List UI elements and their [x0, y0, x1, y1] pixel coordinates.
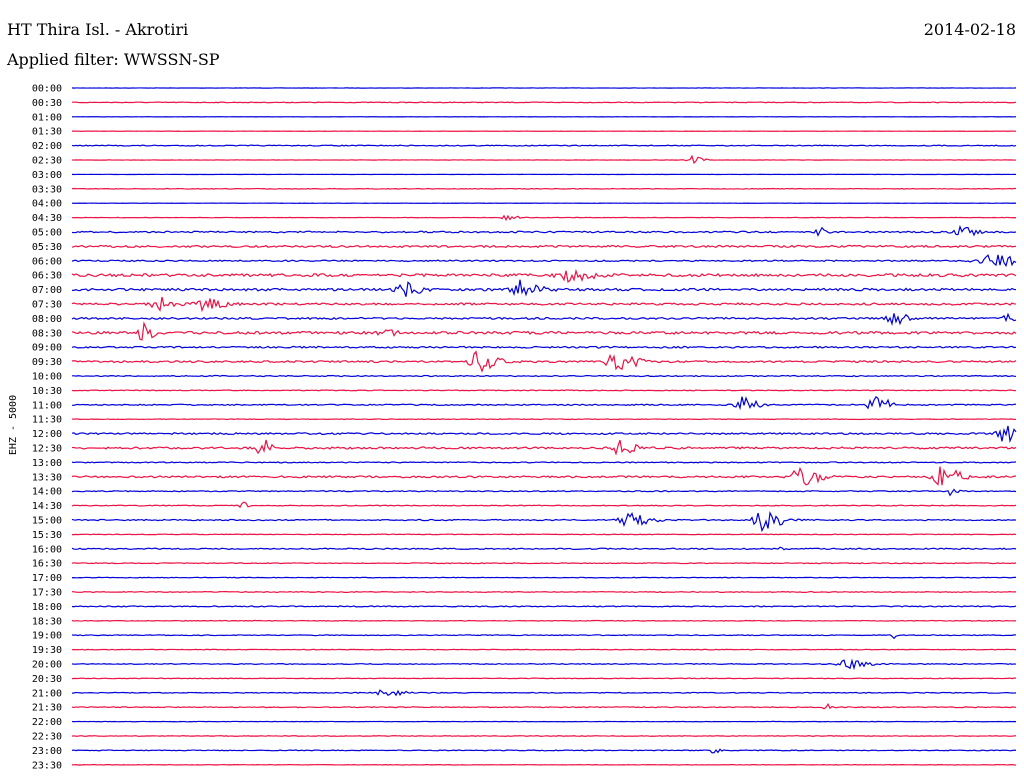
time-label: 15:00 — [32, 516, 62, 527]
time-label: 12:30 — [32, 444, 62, 455]
trace-1830 — [71, 619, 1017, 622]
time-label: 07:30 — [32, 300, 62, 311]
time-label: 16:00 — [32, 544, 62, 555]
time-label: 02:00 — [32, 141, 62, 152]
trace-0530 — [71, 244, 1017, 249]
time-label: 21:30 — [32, 703, 62, 714]
time-label: 18:30 — [32, 616, 62, 627]
trace-1630 — [71, 562, 1017, 565]
trace-0500 — [71, 224, 1017, 237]
trace-1300 — [71, 461, 1017, 464]
trace-0230 — [71, 154, 1017, 165]
time-label: 18:00 — [32, 602, 62, 613]
trace-0600 — [71, 254, 1017, 268]
trace-1400 — [71, 488, 1017, 497]
time-label: 10:30 — [32, 386, 62, 397]
time-label: 20:30 — [32, 674, 62, 685]
time-label: 08:30 — [32, 328, 62, 339]
time-label: 16:30 — [32, 559, 62, 570]
trace-1530 — [71, 533, 1017, 536]
time-label: 02:30 — [32, 156, 62, 167]
time-label: 23:00 — [32, 746, 62, 757]
trace-1930 — [71, 648, 1017, 651]
time-label: 10:00 — [32, 372, 62, 383]
time-label: 04:00 — [32, 199, 62, 210]
trace-0200 — [71, 144, 1017, 147]
trace-1200 — [71, 425, 1017, 444]
trace-1430 — [71, 501, 1017, 509]
trace-1230 — [71, 439, 1017, 456]
time-label: 03:00 — [32, 170, 62, 181]
trace-1330 — [71, 466, 1017, 486]
trace-1130 — [71, 418, 1017, 421]
trace-1600 — [71, 546, 1017, 551]
time-label: 17:00 — [32, 573, 62, 584]
time-label: 03:30 — [32, 184, 62, 195]
time-label: 06:00 — [32, 256, 62, 267]
trace-0900 — [71, 345, 1017, 349]
trace-0430 — [71, 214, 1017, 222]
trace-0630 — [71, 268, 1017, 283]
trace-1800 — [71, 605, 1017, 608]
time-label: 06:30 — [32, 271, 62, 282]
trace-1030 — [71, 389, 1017, 392]
time-label: 01:00 — [32, 112, 62, 123]
trace-1700 — [71, 576, 1016, 579]
time-label: 09:30 — [32, 357, 62, 368]
trace-1500 — [71, 510, 1017, 533]
station-title: HT Thira Isl. - Akrotiri — [7, 20, 189, 39]
time-label: 08:00 — [32, 314, 62, 325]
trace-2000 — [71, 658, 1017, 671]
trace-0830 — [71, 321, 1017, 341]
time-label: 17:30 — [32, 588, 62, 599]
trace-1000 — [71, 374, 1017, 378]
time-label: 22:00 — [32, 717, 62, 728]
filter-label: Applied filter: WWSSN-SP — [7, 50, 220, 69]
time-label: 19:00 — [32, 631, 62, 642]
channel-label: EHZ - 5000 — [8, 395, 19, 455]
time-label: 20:00 — [32, 660, 62, 671]
time-label: 05:00 — [32, 228, 62, 239]
time-label: 07:00 — [32, 285, 62, 296]
time-label: 19:30 — [32, 645, 62, 656]
time-label: 00:00 — [32, 84, 62, 95]
trace-0330 — [71, 187, 1017, 190]
record-date: 2014-02-18 — [923, 20, 1016, 39]
trace-1900 — [71, 634, 1017, 640]
time-label: 21:00 — [32, 688, 62, 699]
time-label: 01:30 — [32, 127, 62, 138]
trace-0730 — [71, 296, 1017, 313]
trace-0800 — [71, 312, 1017, 327]
time-label: 09:00 — [32, 343, 62, 354]
time-label: 11:00 — [32, 400, 62, 411]
time-label: 13:30 — [32, 472, 62, 483]
trace-1730 — [71, 590, 1017, 594]
time-label: 00:30 — [32, 98, 62, 109]
time-label: 14:00 — [32, 487, 62, 498]
time-label: 23:30 — [32, 760, 62, 771]
trace-0700 — [71, 279, 1017, 297]
trace-layer — [71, 87, 1017, 766]
time-label: 14:30 — [32, 501, 62, 512]
time-label: 04:30 — [32, 213, 62, 224]
time-label: 05:30 — [32, 242, 62, 253]
trace-1100 — [71, 395, 1017, 411]
trace-2130 — [71, 702, 1017, 710]
time-label: 22:30 — [32, 732, 62, 743]
trace-2230 — [71, 735, 1017, 737]
time-label: 12:00 — [32, 429, 62, 440]
time-label-layer: 00:00 00:30 01:00 01:30 02:00 02:30 03:00 03:30… — [32, 84, 62, 772]
trace-2300 — [71, 748, 1016, 754]
trace-2100 — [71, 689, 1017, 697]
trace-2030 — [71, 677, 1017, 680]
trace-0930 — [71, 350, 1017, 373]
time-label: 15:30 — [32, 530, 62, 541]
time-label: 13:00 — [32, 458, 62, 469]
trace-0030 — [71, 101, 1017, 104]
time-label: 11:30 — [32, 415, 62, 426]
